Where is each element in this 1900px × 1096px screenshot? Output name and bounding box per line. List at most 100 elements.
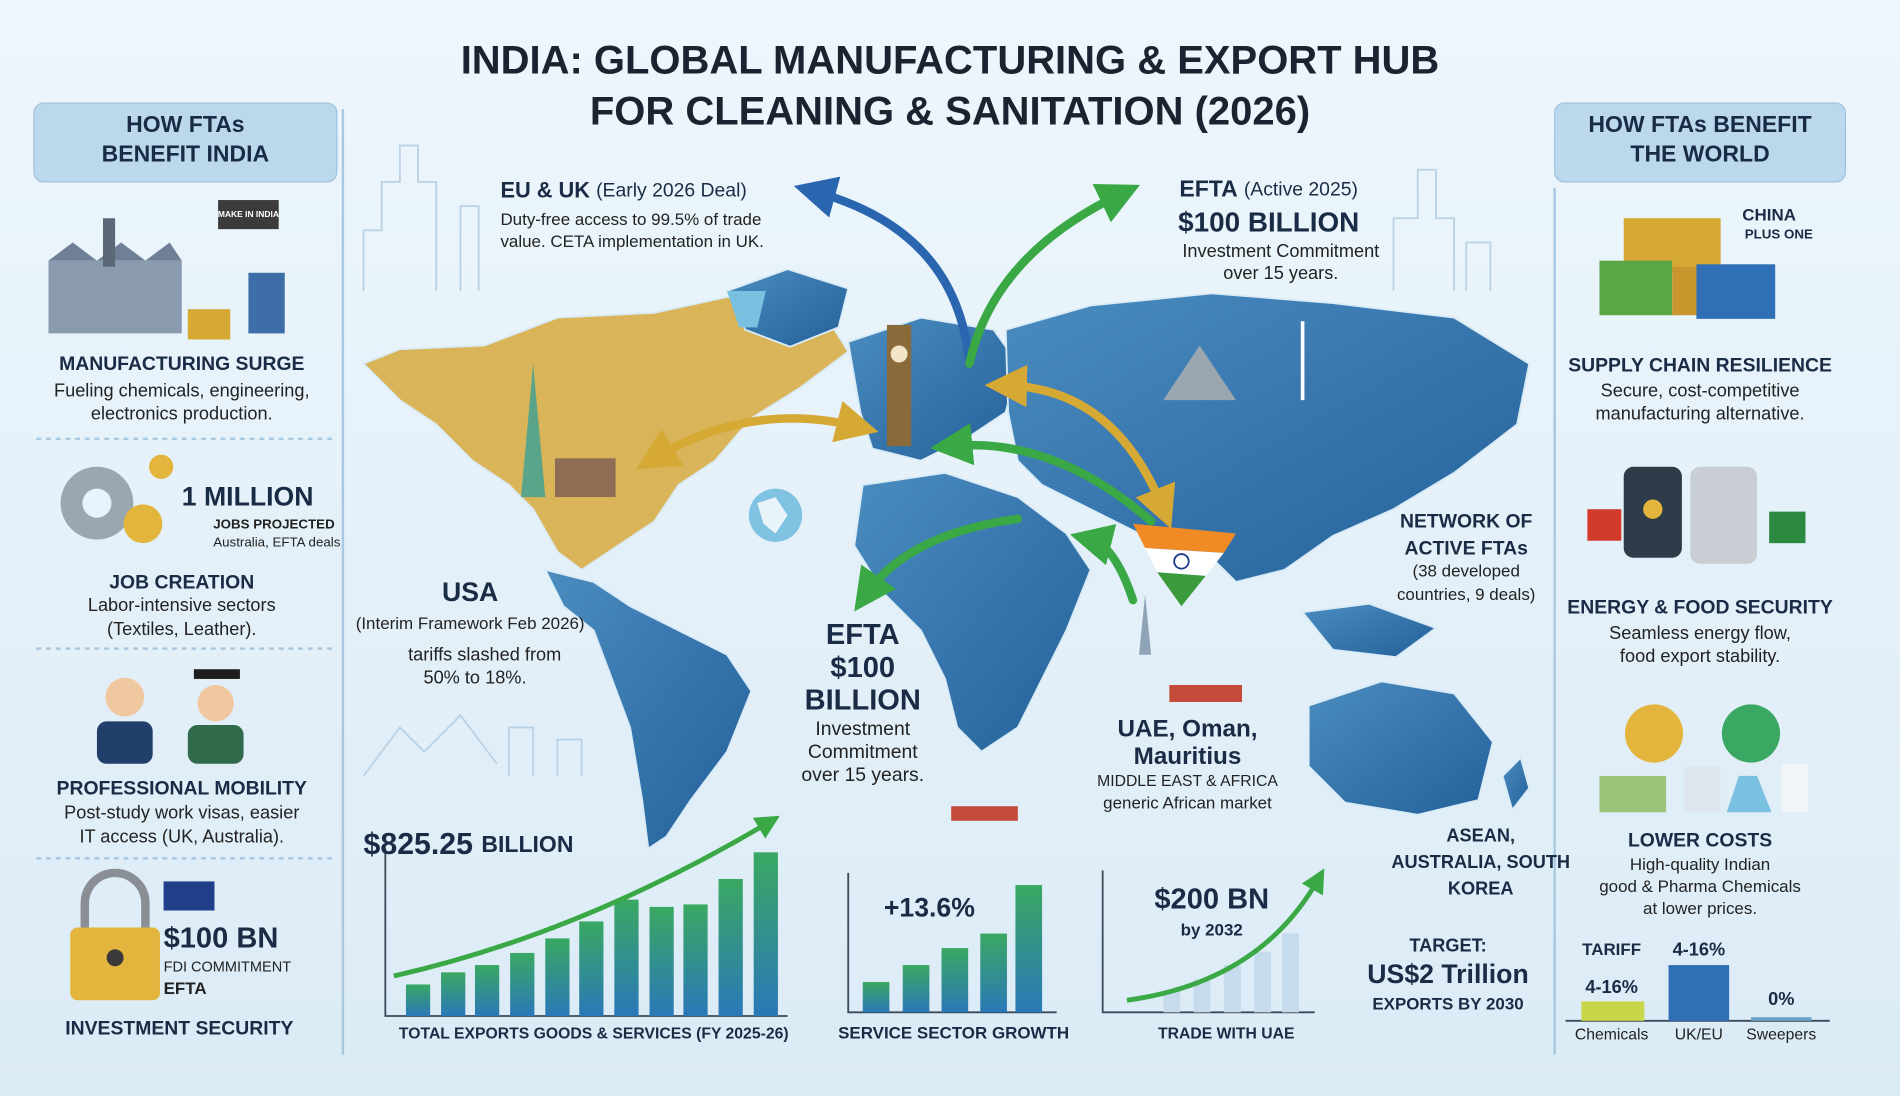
- left-icon: [197, 685, 234, 722]
- skyline: [362, 144, 1492, 777]
- item-text: at lower prices.: [1643, 899, 1757, 918]
- title: FOR CLEANING & SANITATION (2026): [590, 90, 1310, 134]
- mini-chart: [1163, 991, 1181, 1013]
- right-icon: [1726, 775, 1772, 813]
- left-icon: [80, 868, 150, 928]
- icon-label: PLUS ONE: [1745, 227, 1813, 242]
- callout-note: (Interim Framework Feb 2026): [356, 614, 585, 633]
- item-title: SUPPLY CHAIN RESILIENCE: [1568, 354, 1832, 376]
- mini-chart: [862, 982, 890, 1013]
- mini-chart: [1581, 1001, 1645, 1021]
- callout-title: USA: [442, 577, 498, 607]
- callout-text: Commitment: [808, 741, 918, 763]
- callout-text: (38 developed: [1412, 562, 1519, 581]
- mini-chart: [393, 815, 780, 979]
- callout-title: (Early 2026 Deal): [596, 180, 747, 202]
- stat: $100 BN: [164, 922, 279, 954]
- stat-sub: FDI COMMITMENT: [164, 959, 292, 975]
- callout-title: ACTIVE FTAs: [1404, 537, 1527, 559]
- left-icon: [106, 949, 124, 967]
- mini-chart: [545, 938, 570, 1016]
- mini-chart: [405, 852, 778, 1016]
- right-icon: [1599, 260, 1673, 316]
- trade-arrow: [793, 176, 974, 368]
- chart-stat: +13.6%: [884, 892, 975, 922]
- globe-icon: [757, 497, 788, 534]
- right-icon: [1587, 218, 1808, 813]
- callout-text: tariffs slashed from: [408, 645, 561, 665]
- mini-chart: [1750, 1017, 1812, 1021]
- callout-text: EXPORTS BY 2030: [1372, 995, 1523, 1014]
- chart-stat: $825.25 BILLION: [364, 828, 574, 861]
- bar-value-label: 4-16%: [1585, 977, 1638, 997]
- stat-note: Australia, EFTA deals: [213, 535, 340, 550]
- landmark-icon: [727, 290, 766, 328]
- panel-frame: [33, 102, 338, 183]
- callout-text: countries, 9 deals): [1397, 585, 1535, 604]
- callout-label: TARGET:: [1409, 936, 1486, 956]
- mini-chart: [1282, 933, 1299, 1013]
- landmark-icon: [951, 806, 1018, 821]
- right-icon: [1624, 704, 1684, 763]
- item-text: manufacturing alternative.: [1596, 403, 1805, 423]
- item-text: food export stability.: [1620, 646, 1780, 666]
- callout-title: BILLION: [805, 685, 921, 717]
- left-icon: [102, 218, 116, 267]
- trade-arrow: [1069, 524, 1138, 605]
- callout-title: (Active 2025): [1244, 178, 1358, 200]
- mini-chart: [1193, 979, 1211, 1013]
- callout-text: value. CETA implementation in UK.: [500, 232, 763, 251]
- icon-label: MAKE IN INDIA: [218, 209, 279, 219]
- panel-heading: HOW FTAs BENEFIT: [1588, 111, 1811, 137]
- trade-arrow: [636, 176, 1176, 612]
- right-icon: [1690, 466, 1758, 564]
- bar-label: Chemicals: [1575, 1027, 1649, 1044]
- globe-icon: [748, 488, 803, 542]
- callout-title: Mauritius: [1134, 743, 1242, 770]
- bar-value-label: 0%: [1768, 989, 1794, 1009]
- left-icon: [82, 488, 112, 518]
- mini-chart: [510, 952, 535, 1016]
- mini-chart: [902, 965, 930, 1013]
- mini-chart: [753, 852, 778, 1016]
- left-icon: [123, 504, 163, 544]
- chart-note: by 2032: [1181, 921, 1243, 940]
- callout-title: ASEAN,: [1446, 825, 1515, 845]
- right-icon: [1643, 499, 1663, 519]
- trade-arrow: [930, 423, 1156, 526]
- trade-arrow: [965, 183, 1140, 368]
- callout-title: EU & UK: [500, 177, 590, 202]
- callout-title: EFTA: [826, 619, 900, 651]
- callout-title: EFTA: [1179, 175, 1238, 201]
- callout-text: generic African market: [1103, 793, 1272, 812]
- left-icon: [149, 454, 174, 479]
- left-icon: [96, 721, 153, 764]
- callout-text: Duty-free access to 99.5% of trade: [500, 210, 761, 229]
- item-text: Labor-intensive sectors: [88, 595, 276, 615]
- mini-chart: [862, 885, 1043, 1013]
- divider: [36, 109, 1556, 1055]
- stat-sub: JOBS PROJECTED: [213, 516, 335, 531]
- mini-chart: [405, 984, 431, 1016]
- item-title: JOB CREATION: [109, 571, 254, 593]
- mini-chart: [1101, 870, 1315, 1014]
- callout-title: NETWORK OF: [1400, 511, 1533, 533]
- right-icon: [1696, 264, 1776, 319]
- chart-caption: SERVICE SECTOR GROWTH: [838, 1024, 1069, 1043]
- india-highlight: [1132, 523, 1236, 607]
- landmark-icon: [890, 345, 908, 363]
- item-text: electronics production.: [91, 403, 273, 423]
- map-continent: [543, 568, 753, 851]
- item-title: PROFESSIONAL MOBILITY: [57, 777, 307, 799]
- item-text: (Textiles, Leather).: [107, 619, 256, 639]
- left-icon: [187, 725, 244, 764]
- title: INDIA: GLOBAL MANUFACTURING & EXPORT HUB: [461, 39, 1440, 83]
- bar-value-label: 4-16%: [1673, 939, 1726, 959]
- callout-title: AUSTRALIA, SOUTH: [1391, 852, 1570, 872]
- map-continent: [361, 296, 850, 571]
- item-title: LOWER COSTS: [1628, 830, 1772, 852]
- right-icon: [1781, 763, 1808, 813]
- india-highlight: [1132, 523, 1236, 553]
